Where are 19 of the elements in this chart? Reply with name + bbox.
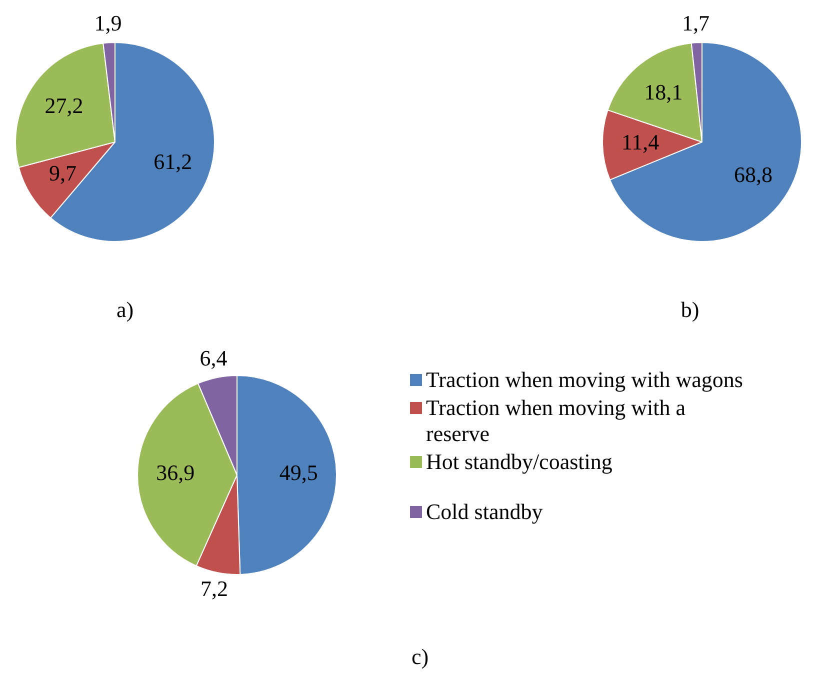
data-label: 7,2: [200, 576, 228, 602]
text: a): [116, 297, 134, 323]
data-label: 68,8: [734, 162, 772, 188]
data-label: 61,2: [154, 149, 192, 174]
data-label: 1,9: [94, 10, 122, 36]
data-label: 36,9: [156, 460, 195, 486]
data-label: 27,2: [44, 93, 84, 118]
legend-label: Cold standby: [426, 499, 543, 525]
data-label: 1,7: [682, 10, 710, 36]
data-label: 6,4: [200, 346, 228, 371]
text: c): [411, 644, 429, 670]
data-label: 11,4: [621, 130, 660, 155]
text: b): [680, 297, 700, 323]
legend-label: Traction when moving with a reserve: [426, 395, 686, 447]
legend-label: Traction when moving with wagons: [426, 367, 743, 393]
data-label: 18,1: [644, 80, 683, 105]
data-label: 49,5: [279, 460, 318, 485]
data-label: 9,7: [49, 160, 77, 186]
legend-label: Hot standby/coasting: [426, 449, 612, 475]
